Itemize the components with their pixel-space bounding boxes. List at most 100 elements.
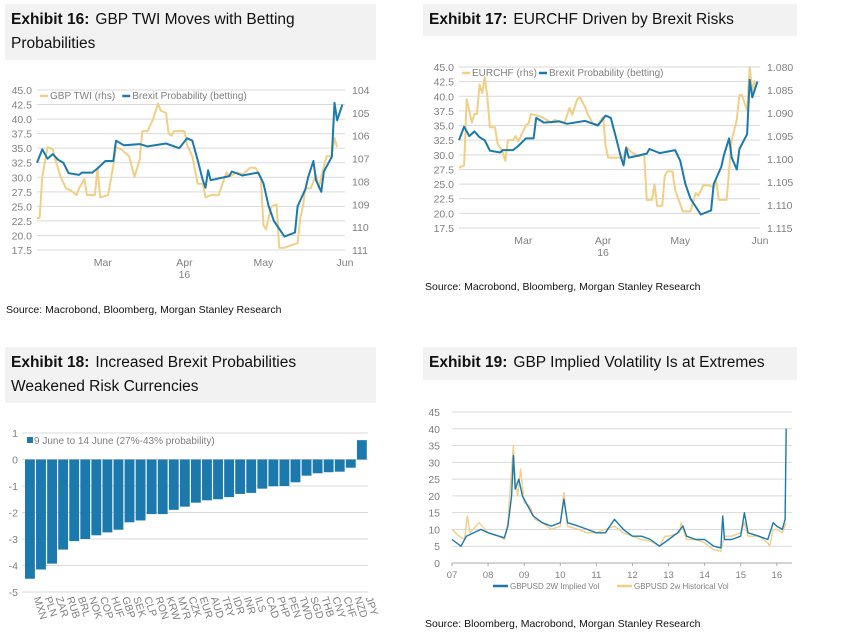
bar-chf <box>334 459 345 472</box>
series-line-brexit-probability <box>36 101 344 238</box>
y-tick-label: -2 <box>9 508 18 520</box>
y2-tick-label: 109 <box>352 199 370 211</box>
x-tick-label: May <box>253 257 274 269</box>
y2-tick-label: 1.105 <box>767 177 793 189</box>
exhibit-17-title: Exhibit 17: EURCHF Driven by Brexit Risks <box>423 4 797 36</box>
series-line-historical-vol <box>451 444 787 552</box>
x-tick-label: 10 <box>555 570 566 581</box>
y-tick-label: -4 <box>9 561 18 573</box>
y-tick-label: 30 <box>428 457 440 469</box>
y-tick-label: 45.0 <box>12 85 33 97</box>
exhibit-title: Increased Brexit Probabilities Weakened … <box>11 354 297 395</box>
x-tick-label: Apr <box>595 235 612 247</box>
y-tick-label: 37.5 <box>434 106 455 118</box>
exhibit-title: EURCHF Driven by Brexit Risks <box>513 11 734 28</box>
x-tick-label: 13 <box>663 570 674 581</box>
y-tick-label: 17.5 <box>434 223 455 235</box>
x-tick-label: 16 <box>772 570 783 581</box>
y2-tick-label: 1.080 <box>767 62 793 74</box>
bar-aud <box>202 459 212 501</box>
y2-tick-label: 1.095 <box>767 131 793 143</box>
bar-pln <box>36 459 46 570</box>
x-tick-label: May <box>670 235 691 247</box>
exhibit-18-chart: 10-1-2-3-4-5MXNPLNZARRUBBRLNOKCOPHUFGBPS… <box>9 428 380 622</box>
y-tick-label: 40.0 <box>12 114 33 126</box>
x-tick-label: 07 <box>447 570 458 581</box>
y-tick-label: 30.0 <box>12 172 33 184</box>
exhibit-label: Exhibit 17: <box>429 11 508 28</box>
exhibit-label: Exhibit 16: <box>11 11 90 28</box>
y-tick-label: 25.0 <box>434 179 455 191</box>
bar-cad <box>257 459 268 489</box>
x-tick-label: Jun <box>337 257 354 269</box>
bar-idr <box>224 459 235 498</box>
legend-label: GBPUSD 2W Implied Vol <box>510 582 600 591</box>
y-tick-label: 25 <box>428 474 440 486</box>
exhibit-label: Exhibit 18: <box>11 354 90 371</box>
series-line-brexit-probability <box>458 78 759 216</box>
bar-myr <box>168 459 179 510</box>
x-tick-label: Mar <box>94 257 113 269</box>
y-tick-label: 45 <box>428 407 440 419</box>
exhibit-19-title: Exhibit 19: GBP Implied Volatility Is at … <box>423 347 797 380</box>
exhibit-title: GBP TWI Moves with Betting Probabilities <box>11 11 295 52</box>
bar-php <box>268 459 279 487</box>
bar-brl <box>69 459 80 542</box>
y-tick-label: 45.0 <box>434 62 455 74</box>
y-tick-label: 20.0 <box>434 208 455 220</box>
y2-tick-label: 105 <box>352 108 370 120</box>
x-tick-label: 15 <box>735 570 746 581</box>
bar-krw <box>157 459 168 515</box>
series-line-rhs <box>458 66 756 213</box>
y-tick-label: -5 <box>9 587 18 599</box>
bar-thb <box>312 459 323 474</box>
exhibit-17-source: Source: Macrobond, Bloomberg, Morgan Sta… <box>425 281 701 293</box>
x-tick-label: Apr <box>176 257 193 269</box>
legend-label: GBPUSD 2w Historical Vol <box>634 582 729 591</box>
y2-tick-label: 1.100 <box>767 154 793 166</box>
bar-sek <box>124 459 135 523</box>
bar-cop <box>91 459 102 536</box>
bar-ils <box>246 459 257 493</box>
y2-tick-label: 104 <box>352 85 370 97</box>
exhibit-16-source: Source: Macrobond, Bloomberg, Morgan Sta… <box>6 304 282 316</box>
x-tick-label: INR <box>241 595 258 616</box>
year-label: 16 <box>179 269 191 281</box>
y-tick-label: 42.5 <box>434 77 455 89</box>
y-tick-label: 30.0 <box>434 150 455 162</box>
y-tick-label: 10 <box>428 524 440 536</box>
x-tick-label: 12 <box>627 570 638 581</box>
exhibit-17-chart: 45.0 42.5 40.0 37.5 35.0 32.5 30.0 27.5 25.0 22.5… <box>434 62 794 259</box>
y-tick-label: 17.5 <box>12 245 33 257</box>
bar-ron <box>146 459 157 515</box>
bar-huf <box>102 459 113 533</box>
bar-rub <box>58 459 69 550</box>
legend-label: Brexit Probability (betting) <box>549 68 664 79</box>
y2-tick-label: 1.115 <box>767 223 793 235</box>
x-tick-label: 11 <box>591 570 601 581</box>
y-tick-label: 22.5 <box>12 216 33 228</box>
y-tick-label: 40 <box>428 424 440 436</box>
bar-zar <box>47 459 57 564</box>
y-tick-label: 37.5 <box>12 129 33 141</box>
y-tick-label: 35.0 <box>12 143 33 155</box>
y-tick-label: 0 <box>434 558 440 570</box>
bar-jpy <box>356 440 367 460</box>
bar-clp <box>135 459 146 521</box>
y2-tick-label: 1.110 <box>767 200 793 212</box>
exhibit-18-title: Exhibit 18: Increased Brexit Probabilitie… <box>5 347 376 403</box>
x-tick-label: IDR <box>230 595 247 616</box>
exhibit-19-source: Source: Bloomberg, Macrobond, Morgan Sta… <box>425 618 701 630</box>
exhibit-16-chart: 45.0 42.5 40.0 37.5 35.0 32.5 30.0 27.5 25.0 22.5… <box>12 85 370 281</box>
bar-mxn <box>25 459 35 579</box>
y2-tick-label: 107 <box>352 154 370 166</box>
legend-label: EURCHF (rhs) <box>472 68 537 79</box>
x-tick-label: 09 <box>519 570 530 581</box>
bar-pen <box>279 459 290 486</box>
exhibit-label: Exhibit 19: <box>429 354 508 371</box>
y-tick-label: 27.5 <box>12 187 33 199</box>
y-tick-label: 42.5 <box>12 100 33 112</box>
bar-twd <box>290 459 301 483</box>
series-line-implied-vol <box>451 428 787 549</box>
